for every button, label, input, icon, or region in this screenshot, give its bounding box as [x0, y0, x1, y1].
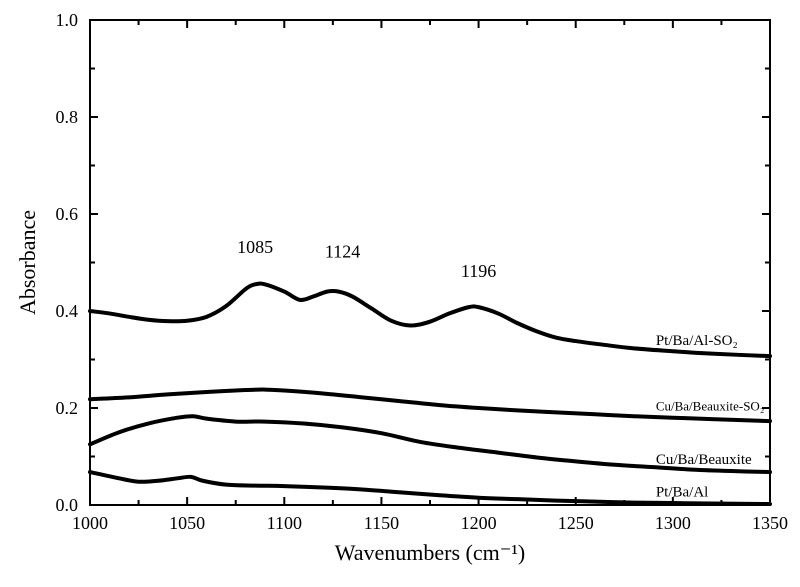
svg-text:0.0: 0.0	[56, 495, 79, 515]
svg-text:1150: 1150	[364, 513, 399, 533]
svg-text:Wavenumbers (cm⁻¹): Wavenumbers (cm⁻¹)	[335, 540, 526, 565]
chart-svg: 1000 1050 1100 1150 1200 1250 1300 1350 0.0 0.2 0.…	[0, 0, 800, 587]
svg-text:1200: 1200	[461, 513, 497, 533]
svg-text:1100: 1100	[267, 513, 302, 533]
svg-text:1085: 1085	[237, 237, 273, 257]
svg-text:Cu/Ba/Beauxite-SO₂: Cu/Ba/Beauxite-SO₂	[656, 398, 765, 413]
svg-text:1.0: 1.0	[56, 10, 79, 30]
svg-text:Absorbance: Absorbance	[15, 210, 40, 315]
svg-text:Pt/Ba/Al-SO₂: Pt/Ba/Al-SO₂	[656, 333, 738, 349]
svg-text:1250: 1250	[558, 513, 594, 533]
svg-text:Cu/Ba/Beauxite: Cu/Ba/Beauxite	[656, 452, 752, 468]
svg-text:1300: 1300	[655, 513, 691, 533]
svg-text:1124: 1124	[325, 242, 360, 262]
svg-text:0.8: 0.8	[56, 107, 79, 127]
svg-text:0.2: 0.2	[56, 398, 79, 418]
svg-text:Pt/Ba/Al: Pt/Ba/Al	[656, 484, 709, 500]
svg-text:1050: 1050	[169, 513, 205, 533]
svg-text:0.4: 0.4	[56, 301, 79, 321]
ir-spectrum-chart: 1000 1050 1100 1150 1200 1250 1300 1350 0.0 0.2 0.…	[0, 0, 800, 587]
svg-text:1350: 1350	[752, 513, 788, 533]
svg-text:0.6: 0.6	[56, 204, 79, 224]
svg-text:1196: 1196	[461, 261, 496, 281]
svg-text:1000: 1000	[72, 513, 108, 533]
